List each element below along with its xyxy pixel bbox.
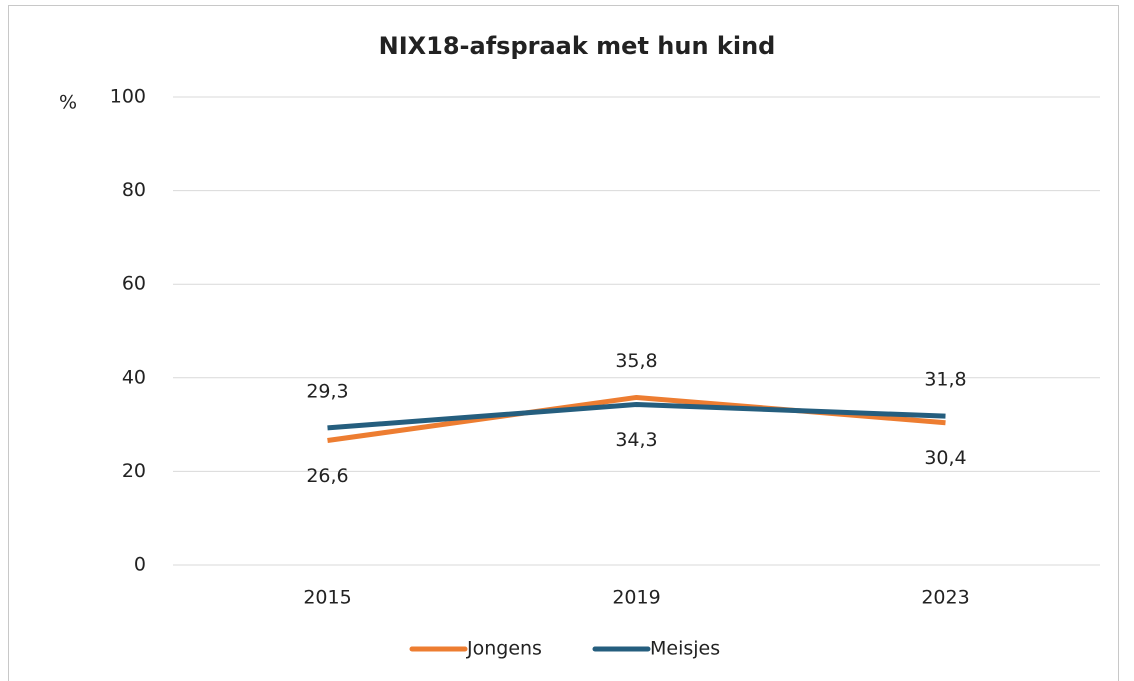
y-tick-label: 20 — [122, 460, 146, 482]
y-tick-label: 40 — [122, 366, 146, 388]
legend-label: Jongens — [466, 638, 542, 660]
y-tick-label: 80 — [122, 179, 146, 201]
data-label: 30,4 — [924, 447, 966, 469]
data-label: 35,8 — [615, 350, 657, 372]
y-tick-label: 60 — [122, 273, 146, 295]
data-label: 26,6 — [306, 465, 348, 487]
x-tick-label: 2015 — [303, 587, 351, 609]
x-tick-label: 2023 — [921, 587, 969, 609]
series-line — [327, 401, 946, 431]
data-label: 34,3 — [615, 429, 657, 451]
chart-title: NIX18-afspraak met hun kind — [379, 32, 776, 60]
data-label: 29,3 — [306, 380, 348, 402]
data-label: 31,8 — [924, 369, 966, 391]
y-tick-label: 0 — [134, 554, 146, 576]
y-tick-label: 100 — [110, 86, 146, 108]
legend-label: Meisjes — [650, 638, 720, 660]
chart-frame — [8, 5, 1119, 681]
x-tick-label: 2019 — [612, 587, 660, 609]
y-axis-label: % — [59, 92, 77, 114]
